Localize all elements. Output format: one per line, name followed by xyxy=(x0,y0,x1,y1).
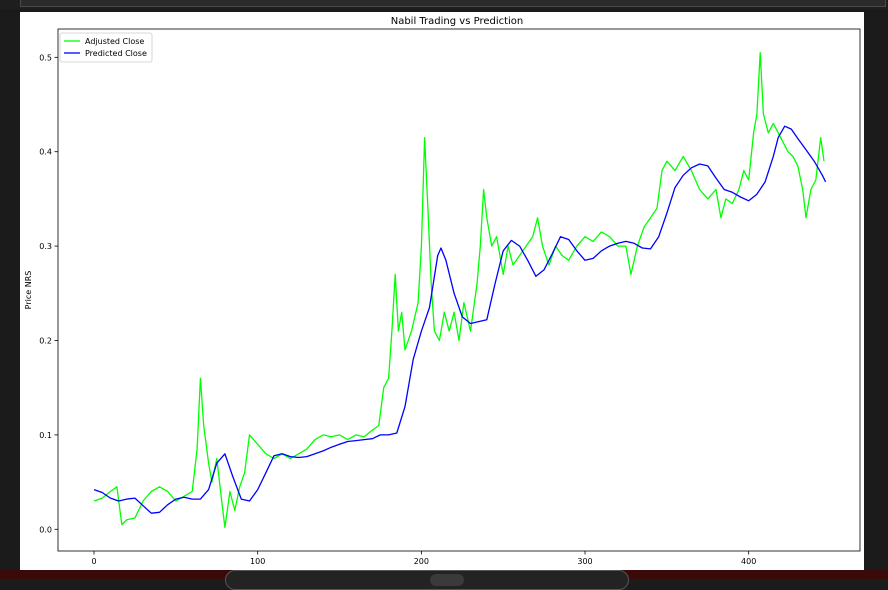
x-tick-label: 200 xyxy=(414,557,429,566)
x-tick-label: 0 xyxy=(91,557,96,566)
x-tick-label: 300 xyxy=(577,557,592,566)
line-chart: Nabil Trading vs Prediction Price NRS 0 1… xyxy=(24,16,861,566)
y-axis-label: Price NRS xyxy=(24,271,33,310)
bottom-scroll-knob[interactable] xyxy=(430,574,464,586)
legend-label-adjusted-close: Adjusted Close xyxy=(85,37,144,46)
top-input-strip xyxy=(20,0,886,7)
series-lines xyxy=(93,51,827,529)
legend-box xyxy=(59,32,153,63)
bottom-scroll-pill[interactable] xyxy=(225,570,629,590)
y-tick-label: 0.5 xyxy=(39,53,52,62)
chart-figure: Nabil Trading vs Prediction Price NRS 0 1… xyxy=(20,12,864,570)
y-tick-label: 0.4 xyxy=(39,148,52,157)
legend-label-predicted-close: Predicted Close xyxy=(85,49,147,58)
x-tick-label: 100 xyxy=(250,557,265,566)
legend: Adjusted Close Predicted Close xyxy=(59,32,153,63)
plot-area-frame xyxy=(57,28,861,552)
y-tick-label: 0.3 xyxy=(39,242,52,251)
x-tick-label: 400 xyxy=(741,557,756,566)
y-tick-label: 0.0 xyxy=(39,525,52,534)
y-tick-label: 0.1 xyxy=(39,431,52,440)
top-toolbar xyxy=(0,0,888,9)
axis-ticks: 0 100 200 300 400 0.0 0.1 0.2 0.3 0.4 0.5 xyxy=(39,53,756,566)
series-line-predicted-close xyxy=(93,125,827,514)
y-tick-label: 0.2 xyxy=(39,337,52,346)
series-line-adjusted-close xyxy=(93,51,825,529)
chart-title: Nabil Trading vs Prediction xyxy=(391,16,524,27)
